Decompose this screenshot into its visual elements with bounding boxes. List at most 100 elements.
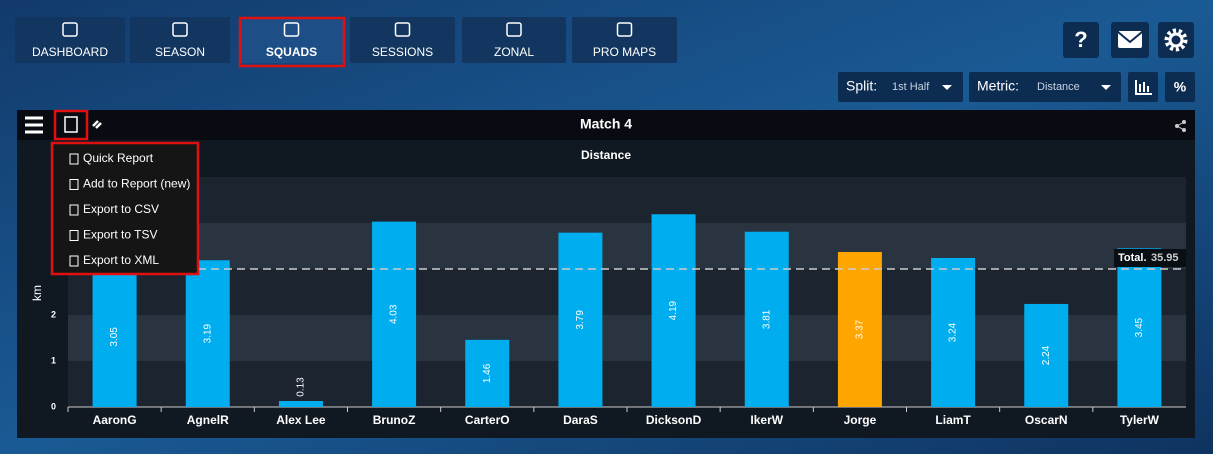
panel-header	[17, 110, 1195, 140]
value-label: 2.24	[1041, 345, 1052, 365]
split-dropdown[interactable]	[838, 72, 963, 102]
x-tick-label: AaronG	[93, 413, 137, 427]
tab-label: SESSIONS	[372, 45, 433, 59]
menu-item[interactable]: Add to Report (new)	[83, 177, 190, 191]
panel-title: Match 4	[580, 116, 632, 132]
nav-tab[interactable]	[350, 17, 455, 63]
nav-tab[interactable]	[572, 17, 677, 63]
hamburger-icon[interactable]	[25, 116, 43, 134]
value-label: 3.19	[202, 323, 213, 343]
grid-band	[68, 223, 1186, 269]
grid-band	[68, 269, 1186, 315]
tab-label: DASHBOARD	[32, 45, 108, 59]
bar	[278, 401, 323, 407]
total-box	[1114, 249, 1186, 267]
menu-item[interactable]: Export to TSV	[83, 228, 157, 242]
bar	[837, 251, 882, 407]
bar	[1024, 303, 1069, 407]
menu-icon	[69, 230, 79, 241]
percent-icon: %	[1174, 79, 1187, 95]
share-icon[interactable]	[1175, 120, 1186, 132]
chart-icon	[1135, 80, 1152, 95]
bar	[931, 257, 976, 407]
bar	[558, 232, 603, 407]
highlight-box	[53, 109, 89, 141]
grid-band	[68, 177, 1186, 223]
bar	[651, 214, 696, 407]
tab-icon	[62, 22, 78, 37]
pdf-icon[interactable]	[64, 116, 78, 133]
value-label: 0.13	[296, 377, 307, 397]
x-tick-label: TylerW	[1120, 413, 1160, 427]
x-tick-label: Jorge	[844, 413, 877, 427]
nav-tab[interactable]	[15, 17, 125, 63]
mail-icon-flap	[1117, 31, 1143, 44]
x-tick-label: OscarN	[1025, 413, 1068, 427]
tab-icon	[172, 22, 188, 37]
menu-items: Quick Report Add to Report (new) Export to…	[69, 151, 190, 267]
value-label: 4.03	[389, 304, 400, 324]
menu-icon	[69, 179, 79, 190]
gear-icon-ring	[1168, 32, 1184, 48]
caret	[942, 85, 952, 90]
metric-label: Metric:	[977, 78, 1019, 94]
x-tick-label: CarterO	[465, 413, 510, 427]
nav-tab[interactable]	[462, 17, 566, 63]
menu-item[interactable]: Export to XML	[83, 253, 159, 267]
menu-item[interactable]: Export to CSV	[83, 202, 159, 216]
metric-value: Distance	[1037, 81, 1080, 93]
x-tick-label: IkerW	[750, 413, 783, 427]
total-label: Total.	[1118, 252, 1147, 264]
bar	[1117, 248, 1162, 407]
tab-label: ZONAL	[494, 45, 534, 59]
value-label: 3.05	[109, 327, 120, 347]
value-label: 3.24	[948, 322, 959, 342]
settings-button[interactable]	[1158, 22, 1194, 58]
y-axis-label: km	[30, 285, 44, 301]
value-label: 3.81	[761, 309, 772, 329]
nav-tab[interactable]	[240, 17, 343, 63]
bar	[465, 339, 510, 407]
mail-icon	[1118, 31, 1142, 48]
y-tick-label: 1	[51, 355, 56, 365]
chart: Distance012345kmAaronG3.05AgnelR3.19Alex…	[30, 148, 1186, 427]
tab-label: PRO MAPS	[593, 45, 656, 59]
menu-icon	[69, 153, 79, 165]
bar	[185, 260, 230, 407]
x-tick-label: BrunoZ	[373, 413, 416, 427]
chart-title: Distance	[581, 148, 631, 162]
x-tick-label: AgnelR	[187, 413, 229, 427]
metric-dropdown[interactable]	[969, 72, 1121, 102]
total-value: 35.95	[1151, 252, 1179, 264]
link-icon[interactable]	[92, 120, 102, 129]
value-label: 4.19	[668, 300, 679, 320]
value-label: 3.37	[855, 319, 866, 339]
grid-band	[68, 315, 1186, 361]
gear-icon	[1164, 28, 1188, 52]
nav-tab[interactable]	[130, 17, 230, 63]
split-label: Split:	[846, 78, 877, 94]
menu-item[interactable]: Quick Report	[83, 151, 154, 165]
bar	[744, 231, 789, 407]
export-menu	[50, 141, 200, 276]
value-label: 3.45	[1134, 317, 1145, 337]
highlight-box	[238, 16, 346, 68]
y-tick-label: 0	[51, 401, 56, 411]
value-label: 1.46	[482, 363, 493, 383]
menu-icon	[69, 255, 79, 267]
tab-label: SQUADS	[266, 45, 317, 59]
percent-button[interactable]	[1165, 72, 1195, 102]
grid-band	[68, 361, 1186, 407]
tab-label: SEASON	[155, 45, 205, 59]
tab-icon	[394, 22, 411, 37]
menu-icon	[69, 204, 79, 216]
help-button[interactable]	[1063, 22, 1099, 58]
bar	[92, 266, 137, 407]
split-value: 1st Half	[892, 81, 930, 93]
nav: DASHBOARD SEASON SQUADS SESSIONS ZONAL PRO MA…	[15, 16, 677, 68]
x-tick-label: DicksonD	[646, 413, 702, 427]
tab-icon	[506, 22, 522, 37]
help-icon: ?	[1074, 27, 1087, 52]
y-tick-label: 2	[51, 309, 56, 319]
